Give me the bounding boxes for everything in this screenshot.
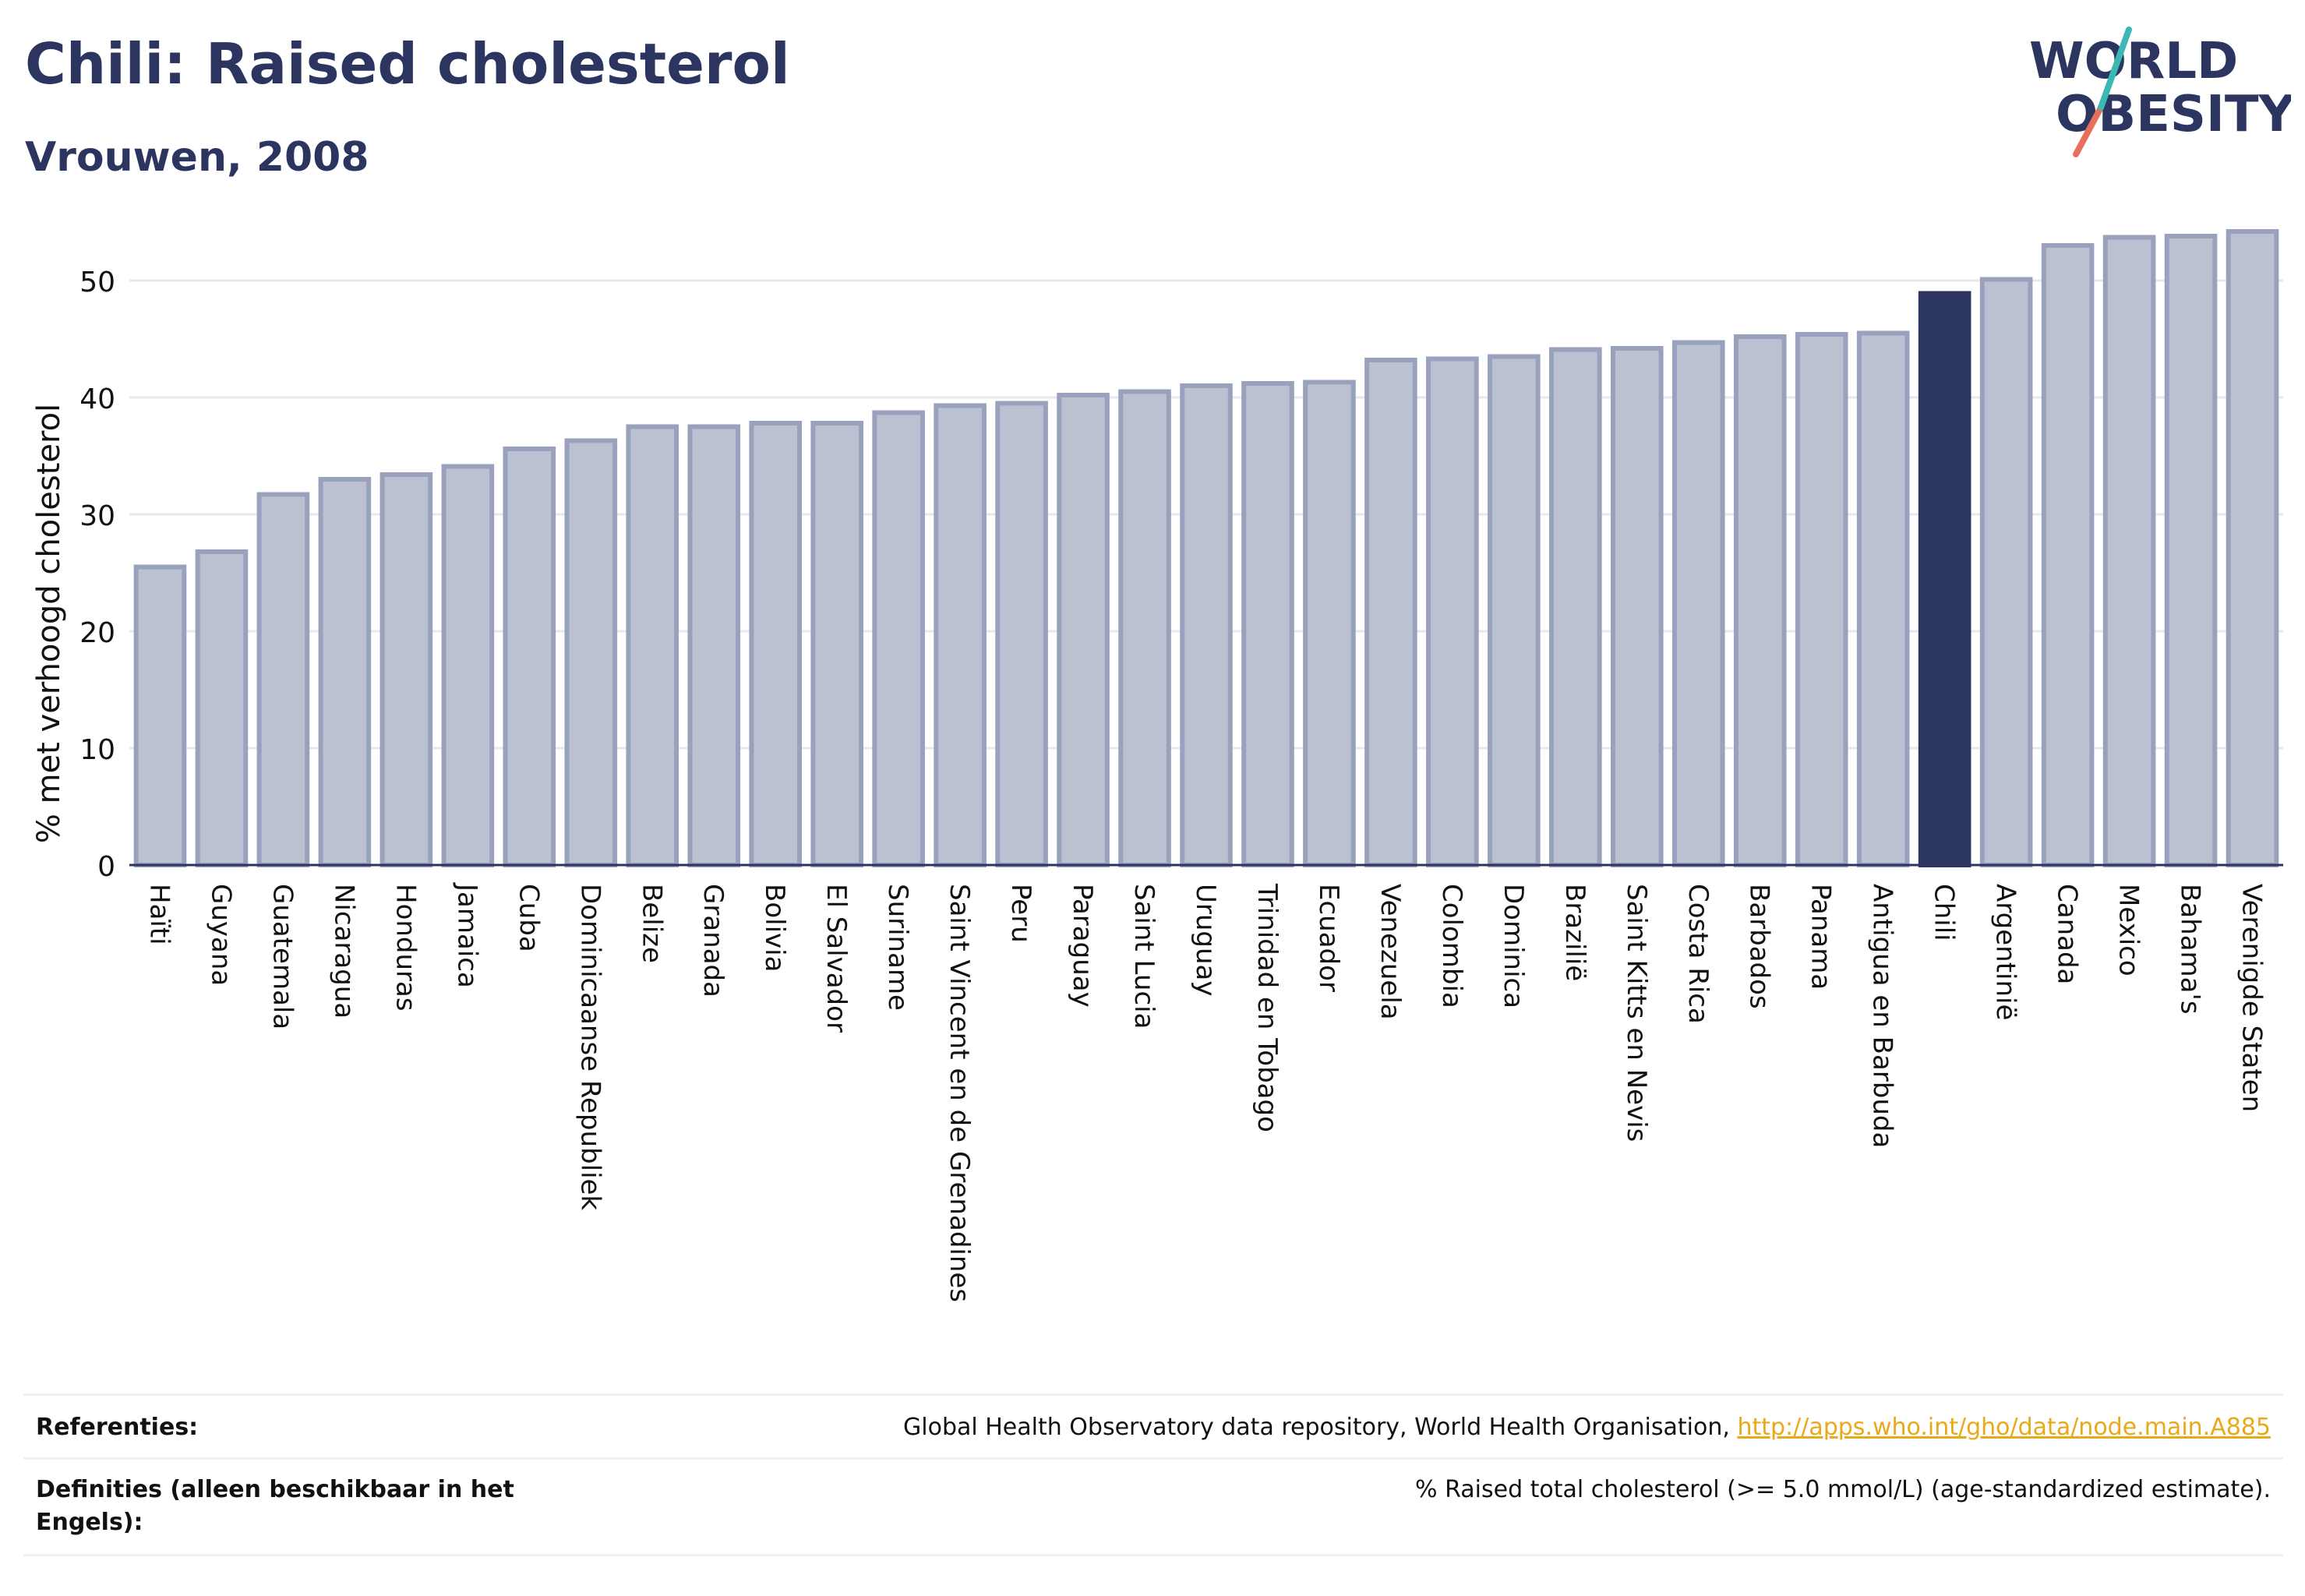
x-tick-label: Dominicaanse Republiek bbox=[574, 884, 605, 1210]
bars bbox=[133, 229, 2279, 867]
x-tick-label: El Salvador bbox=[821, 884, 852, 1033]
x-tick-label: Canada bbox=[2052, 884, 2083, 984]
bar bbox=[1488, 354, 1541, 867]
x-tick-label: Honduras bbox=[390, 884, 421, 1012]
x-tick-label: Costa Rica bbox=[1682, 884, 1714, 1024]
x-tick-label: Panama bbox=[1806, 884, 1837, 990]
references-bottom-rule bbox=[23, 1554, 2283, 1556]
references-label: Referenties: bbox=[36, 1414, 199, 1441]
world-obesity-logo: WORLD OBESITY bbox=[2029, 26, 2291, 157]
bar bbox=[379, 472, 433, 867]
x-tick-label: Antigua en Barbuda bbox=[1867, 884, 1898, 1148]
x-tick-label: Bahama's bbox=[2175, 884, 2206, 1015]
bar bbox=[810, 421, 863, 867]
x-tick-label: Verenigde Staten bbox=[2236, 884, 2268, 1112]
x-tick-label: Granada bbox=[697, 884, 729, 998]
bar bbox=[1611, 346, 1664, 867]
bar bbox=[133, 564, 187, 867]
bar bbox=[1856, 330, 1910, 867]
x-tick-label: Venezuela bbox=[1375, 884, 1406, 1020]
bar bbox=[2102, 235, 2156, 867]
bar bbox=[749, 421, 802, 867]
x-tick-label: Haïti bbox=[143, 884, 175, 945]
bar bbox=[687, 424, 741, 867]
bar bbox=[934, 403, 987, 867]
definitions-row: Definities (alleen beschikbaar in het En… bbox=[23, 1457, 2283, 1556]
y-tick-label: 50 bbox=[79, 267, 115, 298]
bar bbox=[1426, 356, 1479, 867]
x-tick-label: Peru bbox=[1005, 884, 1036, 943]
bar bbox=[1241, 381, 1294, 867]
bar bbox=[1180, 383, 1233, 867]
bar bbox=[1549, 347, 1602, 867]
bar bbox=[1118, 389, 1171, 867]
x-tick-label: Colombia bbox=[1436, 884, 1467, 1008]
bar bbox=[1303, 380, 1356, 867]
x-tick-label: Chili bbox=[1929, 884, 1960, 941]
bar bbox=[441, 464, 495, 867]
bar bbox=[1057, 393, 1110, 867]
definitions-label: Definities (alleen beschikbaar in het En… bbox=[36, 1476, 514, 1536]
x-tick-label: Guatemala bbox=[267, 884, 298, 1029]
x-tick-label: Mexico bbox=[2113, 884, 2144, 976]
bar bbox=[1671, 340, 1725, 867]
definitions-value: % Raised total cholesterol (>= 5.0 mmol/… bbox=[1415, 1476, 2271, 1503]
x-tick-label: Brazilië bbox=[1559, 884, 1590, 981]
references-value: Global Health Observatory data repositor… bbox=[903, 1411, 2271, 1444]
bar bbox=[2164, 234, 2218, 867]
y-tick-label: 40 bbox=[79, 383, 115, 415]
x-tick-label: Barbados bbox=[1744, 884, 1775, 1009]
bar bbox=[626, 424, 679, 867]
bar bbox=[2226, 229, 2279, 867]
x-tick-label: Dominica bbox=[1498, 884, 1529, 1008]
bar bbox=[1979, 277, 2033, 867]
references-text: Global Health Observatory data repositor… bbox=[903, 1414, 1738, 1441]
y-tick-label: 0 bbox=[97, 851, 115, 883]
bar bbox=[2041, 243, 2095, 867]
bar bbox=[503, 447, 556, 867]
y-tick-label: 30 bbox=[79, 500, 115, 532]
bar bbox=[195, 549, 249, 867]
bar bbox=[995, 401, 1048, 867]
x-tick-label: Ecuador bbox=[1313, 884, 1344, 992]
x-tick-label: Saint Lucia bbox=[1128, 884, 1160, 1029]
x-tick-label: Belize bbox=[636, 884, 667, 963]
bar-chart: 0 10 20 30 40 50 Haïti Guyana Guatemala Nicaragu… bbox=[31, 229, 2283, 1302]
x-tick-label: Bolivia bbox=[759, 884, 790, 972]
y-tick-label: 10 bbox=[79, 734, 115, 766]
x-tick-label: Suriname bbox=[882, 884, 913, 1011]
bar bbox=[1733, 334, 1787, 867]
bar bbox=[1918, 291, 1971, 867]
bar bbox=[256, 492, 310, 867]
x-tick-label: Paraguay bbox=[1067, 884, 1098, 1008]
x-axis: Haïti Guyana Guatemala Nicaragua Honduras Jam… bbox=[129, 863, 2283, 1302]
x-tick-label: Jamaica bbox=[451, 882, 482, 988]
y-axis-label: % met verhoogd cholesterol bbox=[31, 404, 67, 843]
bar bbox=[564, 438, 618, 867]
x-tick-label: Nicaragua bbox=[328, 884, 359, 1019]
bar bbox=[872, 410, 925, 867]
bar bbox=[1795, 332, 1848, 867]
references-link[interactable]: http://apps.who.int/gho/data/node.main.A… bbox=[1737, 1414, 2271, 1441]
references-row: Referenties: Global Health Observatory d… bbox=[23, 1393, 2283, 1460]
x-tick-label: Saint Vincent en de Grenadines bbox=[944, 884, 975, 1302]
x-tick-label: Guyana bbox=[205, 884, 236, 986]
chart-title: Chili: Raised cholesterol bbox=[25, 31, 790, 97]
bar bbox=[318, 477, 372, 867]
x-tick-label: Saint Kitts en Nevis bbox=[1621, 884, 1652, 1142]
chart-subtitle: Vrouwen, 2008 bbox=[25, 134, 369, 181]
x-tick-label: Cuba bbox=[513, 884, 544, 952]
bar bbox=[1364, 358, 1417, 867]
y-axis: 0 10 20 30 40 50 bbox=[79, 267, 115, 883]
x-tick-label: Trinidad en Tobago bbox=[1251, 883, 1283, 1132]
logo-line1: WORLD bbox=[2029, 33, 2238, 90]
y-tick-label: 20 bbox=[79, 617, 115, 649]
x-tick-label: Uruguay bbox=[1190, 884, 1221, 997]
x-tick-label: Argentinië bbox=[1990, 884, 2021, 1020]
